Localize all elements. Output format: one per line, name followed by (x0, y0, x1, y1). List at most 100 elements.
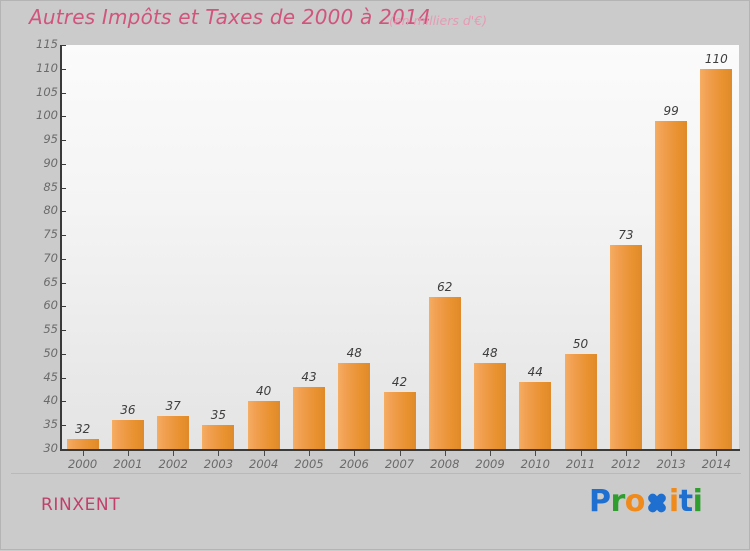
bar-value-label: 99 (663, 104, 679, 119)
bar[interactable] (247, 401, 280, 449)
y-axis: 30 35 40 45 50 55 60 65 70 75 80 85 90 95 100 105 110 115 (1, 1, 58, 551)
y-axis-tick-mark (60, 259, 66, 260)
y-axis-tick-mark (60, 330, 66, 331)
x-axis-tick-label: 2005 (294, 457, 324, 471)
bar[interactable] (292, 387, 325, 449)
logo-letter: o (624, 484, 646, 519)
logo-letter: i (668, 484, 679, 519)
page-title: Autres Impôts et Taxes de 2000 à 2014 (29, 5, 431, 29)
y-axis-tick-mark (60, 354, 66, 355)
x-axis-tick-label: 2001 (113, 457, 143, 471)
x-axis-tick-label: 2011 (565, 457, 596, 471)
x-axis-tick-mark (264, 451, 265, 456)
x-axis-tick-label: 2004 (249, 457, 279, 471)
y-axis-tick-label: 115 (36, 37, 58, 51)
bar-value-label: 43 (301, 370, 317, 385)
bar[interactable] (655, 121, 688, 449)
bar-value-label: 42 (391, 374, 408, 389)
x-axis-tick-label: 2003 (203, 457, 234, 471)
x-axis-tick-mark (83, 451, 84, 456)
bar[interactable] (111, 420, 144, 449)
x-axis-tick-mark (173, 451, 174, 456)
x-axis-tick-mark (535, 451, 536, 456)
x-axis-tick-mark (626, 451, 627, 456)
logo-letter: r (610, 484, 626, 519)
y-axis-tick-mark (60, 378, 66, 379)
y-axis-tick-mark (60, 45, 66, 46)
x-axis-tick-mark (354, 451, 355, 456)
bar-value-label: 40 (256, 384, 272, 399)
y-axis-tick-mark (60, 283, 66, 284)
chart-subtitle: (en milliers d'€) (389, 13, 488, 28)
bar[interactable] (609, 244, 642, 449)
y-axis-tick-mark (60, 449, 66, 450)
x-axis-tick-label: 2014 (701, 457, 731, 471)
y-axis-tick-mark (60, 69, 66, 70)
x-axis-tick-mark (490, 451, 491, 456)
bar-value-label: 36 (120, 403, 136, 418)
bar-value-label: 44 (527, 365, 543, 380)
bar[interactable] (157, 415, 190, 449)
y-axis-tick-label: 40 (43, 393, 58, 408)
bar[interactable] (519, 382, 552, 449)
y-axis-tick-mark (60, 211, 66, 212)
bar-value-label: 37 (165, 398, 181, 413)
y-axis-line (60, 45, 62, 450)
y-axis-tick-mark (60, 188, 66, 189)
logo-letter: t (678, 484, 693, 519)
bar-value-label: 73 (618, 227, 634, 242)
x-axis-tick-label: 2012 (611, 457, 641, 471)
x-axis-tick-mark (128, 451, 129, 456)
bar-value-label: 62 (437, 279, 453, 294)
x-axis-tick-mark (581, 451, 582, 456)
y-axis-tick-label: 55 (43, 322, 58, 337)
bar[interactable] (338, 363, 371, 449)
y-axis-tick-mark (60, 401, 66, 402)
y-axis-tick-label: 70 (43, 250, 58, 265)
x-axis-tick-label: 2008 (430, 457, 460, 471)
y-axis-tick-label: 95 (43, 132, 58, 147)
y-axis-tick-label: 30 (43, 441, 58, 455)
bar-value-label: 50 (572, 336, 589, 351)
y-axis-tick-mark (60, 116, 66, 117)
logo-x-icon (645, 491, 669, 515)
y-axis-tick-mark (60, 306, 66, 307)
logo-letter: i (692, 484, 703, 519)
y-axis-tick-mark (60, 140, 66, 141)
bar-value-label: 48 (346, 346, 362, 361)
x-axis-tick-label: 2000 (67, 457, 98, 471)
bar[interactable] (66, 439, 99, 449)
y-axis-tick-label: 35 (43, 417, 58, 432)
bar[interactable] (202, 425, 235, 449)
x-axis-tick-label: 2010 (520, 457, 550, 471)
x-axis-tick-mark (218, 451, 219, 456)
bar-value-label: 48 (482, 346, 498, 361)
y-axis-tick-label: 45 (43, 369, 58, 384)
x-axis-tick-mark (716, 451, 717, 456)
y-axis-tick-label: 105 (36, 84, 58, 99)
bar[interactable] (700, 68, 733, 449)
x-axis-tick-mark (400, 451, 401, 456)
x-axis-tick-mark (671, 451, 672, 456)
y-axis-tick-label: 60 (43, 298, 58, 313)
bar-value-label: 35 (210, 408, 227, 423)
y-axis-tick-label: 100 (36, 108, 58, 123)
bar[interactable] (474, 363, 507, 449)
y-axis-tick-label: 85 (43, 179, 58, 194)
x-axis-tick-mark (309, 451, 310, 456)
y-axis-tick-mark (60, 93, 66, 94)
bar[interactable] (428, 296, 461, 449)
y-axis-tick-label: 50 (43, 345, 58, 360)
y-axis-tick-label: 80 (43, 203, 58, 218)
x-axis-tick-label: 2007 (384, 457, 415, 471)
proxiti-logo[interactable]: Pro iti (589, 484, 703, 519)
y-axis-tick-label: 65 (43, 274, 58, 289)
x-axis-tick-label: 2013 (656, 457, 686, 471)
x-axis-tick-label: 2009 (475, 457, 505, 471)
bar[interactable] (564, 353, 597, 449)
x-axis-tick-mark (445, 451, 446, 456)
chart-footer: RINXENT Pro iti (1, 473, 750, 551)
x-axis-tick-label: 2006 (339, 457, 369, 471)
bar[interactable] (383, 391, 416, 449)
